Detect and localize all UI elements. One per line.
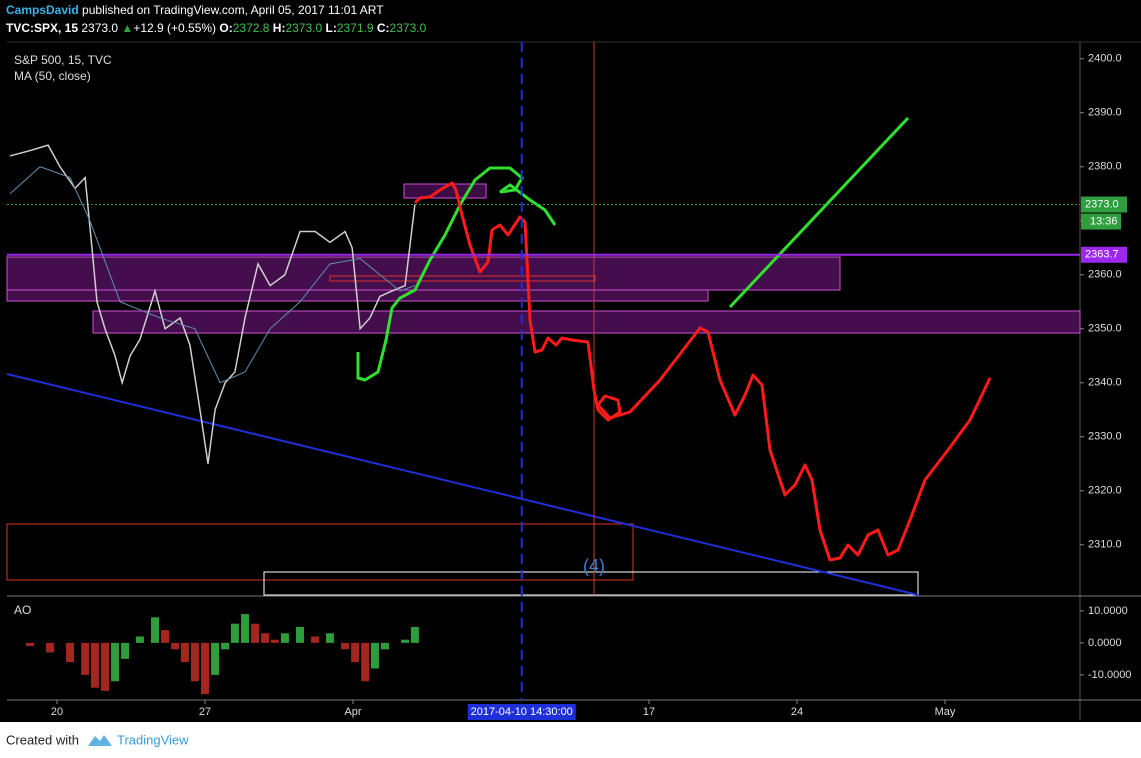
- zone: [6, 523, 634, 581]
- created-with: Created with: [6, 732, 79, 747]
- ohlc-val: 2373.0: [390, 21, 427, 35]
- ohlc-val: 2372.8: [233, 21, 270, 35]
- pane-title: AO: [14, 603, 31, 617]
- annotation: (4): [583, 556, 605, 576]
- ao-bar: [90, 642, 99, 688]
- ao-bar: [151, 617, 159, 643]
- ao-bar: [111, 642, 120, 682]
- ohlc-key: O:: [219, 21, 232, 35]
- published: published on TradingView.com, April 05, …: [82, 3, 384, 17]
- ao-bar: [410, 626, 419, 643]
- ao-bar: [171, 642, 180, 650]
- author[interactable]: CampsDavid: [6, 3, 79, 17]
- freehand: [413, 181, 992, 562]
- arrow: ▲: [121, 21, 133, 35]
- ao-bar: [135, 636, 144, 643]
- series-line: [9, 166, 416, 384]
- y-tick-label: -10.0000: [1088, 669, 1131, 681]
- ao-bar: [240, 614, 249, 643]
- plot: 2310.02320.02330.02340.02350.02360.02370…: [7, 42, 1131, 720]
- header-line: CampsDavid published on TradingView.com,…: [6, 3, 384, 17]
- y-tick-label: 2380.0: [1088, 161, 1122, 173]
- y-tick-label: 2390.0: [1088, 107, 1122, 119]
- ao-bar: [361, 642, 370, 682]
- change: +12.9 (+0.55%): [133, 21, 216, 35]
- zone: [329, 275, 596, 282]
- ao-bar: [221, 642, 230, 650]
- ohlc-key: L:: [326, 21, 337, 35]
- ao-bar: [211, 642, 220, 675]
- y-tick-label: 2350.0: [1088, 323, 1122, 335]
- y-tick-label: 2360.0: [1088, 269, 1122, 281]
- ohlc-key: H:: [273, 21, 286, 35]
- x-tick-label: May: [935, 706, 956, 718]
- y-tick-label: 2330.0: [1088, 431, 1122, 443]
- x-tick-label: 27: [199, 706, 211, 718]
- series-line: [9, 144, 416, 464]
- crosshair-label: 2017-04-10 14:30:00: [471, 706, 573, 718]
- ao-bar: [230, 623, 239, 643]
- ohlc-key: C:: [377, 21, 390, 35]
- ao-bar: [45, 642, 54, 653]
- background: [0, 0, 1141, 722]
- ao-bar: [261, 633, 270, 643]
- logo: [88, 735, 112, 746]
- ao-bar: [341, 642, 350, 650]
- ao-bar: [121, 642, 130, 659]
- ao-bar: [180, 642, 189, 663]
- ao-bar: [26, 642, 35, 647]
- price-label: 2373.0: [1085, 198, 1119, 210]
- countdown: 13:36: [1090, 215, 1118, 227]
- x-tick-label: 17: [643, 706, 655, 718]
- y-tick-label: 0.0000: [1088, 637, 1122, 649]
- legend-entry: S&P 500, 15, TVC: [14, 53, 112, 67]
- price-label-box: [1081, 246, 1127, 263]
- ao-bar: [280, 633, 289, 643]
- ao-bar: [251, 623, 260, 643]
- symbol: TVC:SPX, 15: [6, 21, 78, 35]
- quote-line: TVC:SPX, 15 2373.0 ▲+12.9 (+0.55%) O:237…: [6, 21, 427, 35]
- footer: [0, 722, 1141, 758]
- countdown-box: [1081, 213, 1121, 230]
- ao-bar: [201, 642, 210, 695]
- ao-bar: [100, 642, 109, 691]
- ao-bar: [270, 639, 279, 643]
- ao-bar: [380, 642, 389, 650]
- zone: [92, 310, 1081, 334]
- ao-bar: [81, 642, 90, 675]
- x-tick-label: 24: [791, 706, 803, 718]
- ao-bar: [351, 642, 360, 663]
- ohlc-val: 2373.0: [285, 21, 322, 35]
- y-tick-label: 2320.0: [1088, 485, 1122, 497]
- ao-bar: [401, 639, 410, 643]
- trendline: [6, 373, 919, 596]
- x-tick-label: 20: [51, 706, 63, 718]
- freehand: [728, 116, 910, 309]
- crosshair-box: [467, 704, 576, 720]
- x-tick-label: Apr: [344, 706, 361, 718]
- ao-bar: [296, 626, 305, 643]
- ao-bar: [325, 633, 334, 643]
- ao-bar: [161, 630, 170, 643]
- price-label: 2363.7: [1085, 249, 1119, 261]
- ao-bar: [66, 642, 75, 663]
- brand[interactable]: TradingView: [117, 732, 189, 747]
- ao-bar: [190, 642, 199, 682]
- ao-bar: [370, 642, 379, 669]
- ohlc-val: 2371.9: [337, 21, 374, 35]
- y-tick-label: 2310.0: [1088, 539, 1122, 551]
- last: 2373.0: [81, 21, 118, 35]
- ao-bar: [311, 636, 320, 643]
- y-tick-label: 2340.0: [1088, 377, 1122, 389]
- price-label-box: [1081, 196, 1127, 213]
- y-tick-label: 10.0000: [1088, 605, 1128, 617]
- y-tick-label: 2400.0: [1088, 53, 1122, 65]
- zone: [263, 571, 919, 596]
- legend-entry: MA (50, close): [14, 69, 91, 83]
